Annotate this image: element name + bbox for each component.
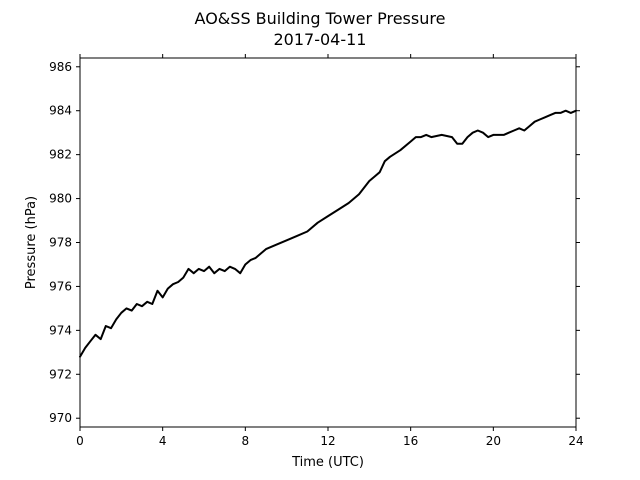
y-tick-label: 978 [49,236,72,250]
x-axis-label: Time (UTC) [291,455,364,470]
y-tick-label: 986 [49,60,72,74]
plot-frame [79,57,577,428]
y-tick-label: 980 [49,192,72,206]
y-axis-label: Pressure (hPa) [24,196,39,289]
chart-subtitle: 2017-04-11 [274,30,367,49]
y-tick-label: 972 [49,367,72,381]
x-tick-label: 24 [568,434,583,448]
y-tick-label: 982 [49,148,72,162]
y-tick-label: 974 [49,323,72,337]
x-tick-label: 0 [76,434,84,448]
chart-title: AO&SS Building Tower Pressure [195,9,446,28]
pressure-series-line [79,109,577,358]
tick-layer: 0 4 8 12 16 20 24 970 972 974 976 978 980 982 984 986 [49,54,584,448]
x-tick-label: 20 [486,434,501,448]
x-tick-label: 4 [159,434,167,448]
y-tick-label: 970 [49,411,72,425]
series-layer [79,109,577,358]
x-tick-label: 16 [403,434,418,448]
y-tick-label: 984 [49,104,72,118]
x-tick-label: 12 [320,434,335,448]
y-tick-label: 976 [49,279,72,293]
x-tick-label: 8 [242,434,250,448]
plot-area [80,58,576,427]
